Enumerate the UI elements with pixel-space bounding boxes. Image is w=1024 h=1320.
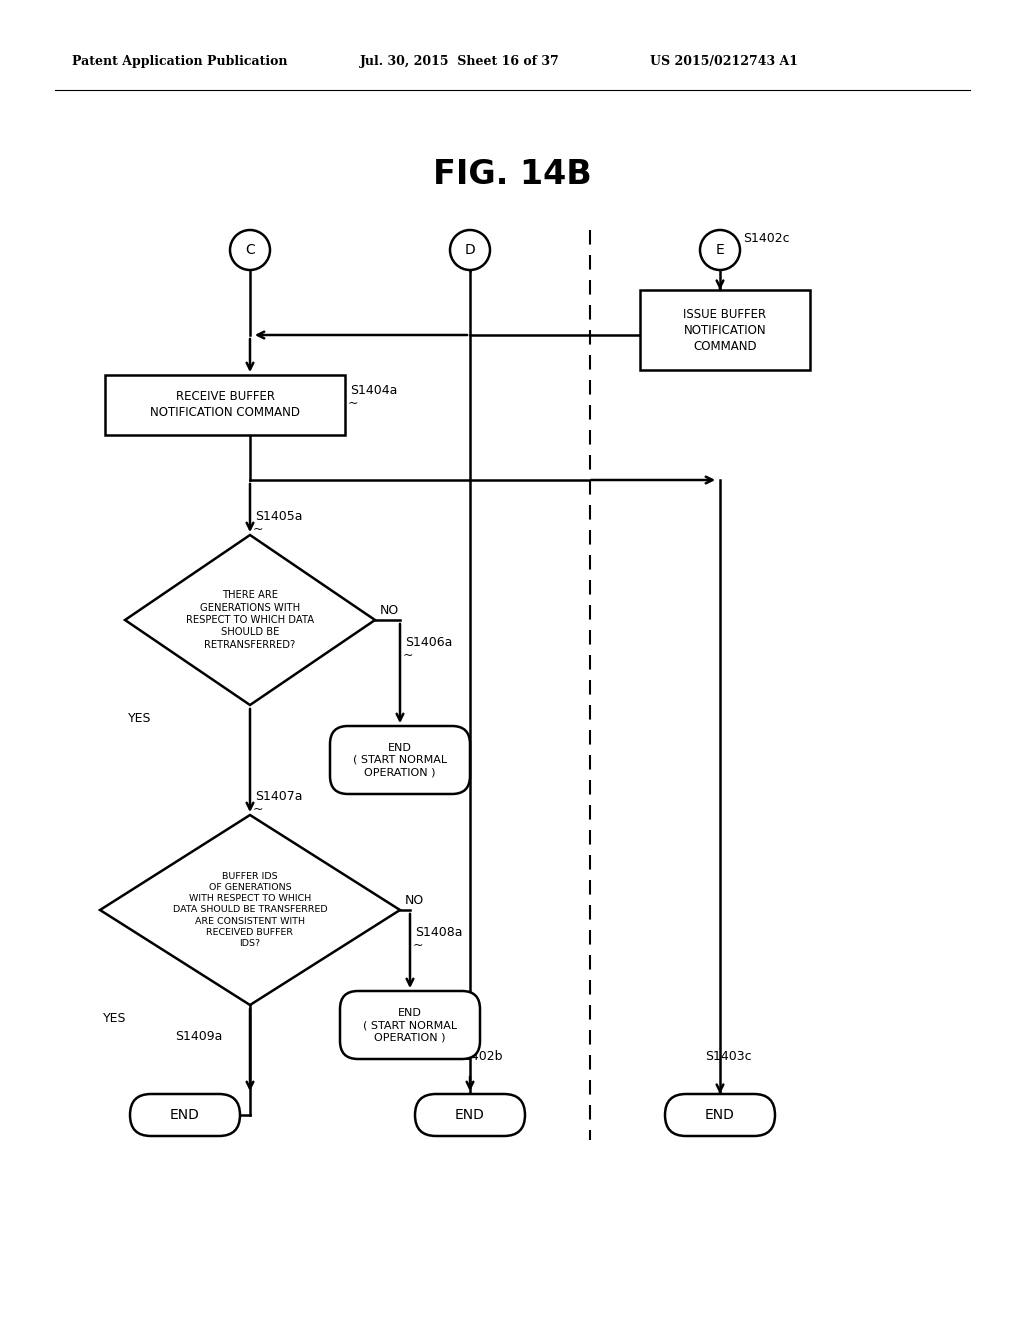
Text: END
( START NORMAL
OPERATION ): END ( START NORMAL OPERATION ) [362,1007,457,1043]
Text: D: D [465,243,475,257]
FancyBboxPatch shape [415,1094,525,1137]
FancyBboxPatch shape [330,726,470,795]
Text: ~: ~ [403,648,414,661]
Text: RECEIVE BUFFER
NOTIFICATION COMMAND: RECEIVE BUFFER NOTIFICATION COMMAND [150,391,300,420]
Text: US 2015/0212743 A1: US 2015/0212743 A1 [650,55,798,69]
FancyBboxPatch shape [105,375,345,436]
Text: YES: YES [128,713,152,726]
Text: ~: ~ [348,396,358,409]
Text: BUFFER IDS
OF GENERATIONS
WITH RESPECT TO WHICH
DATA SHOULD BE TRANSFERRED
ARE C: BUFFER IDS OF GENERATIONS WITH RESPECT T… [173,873,328,948]
Text: E: E [716,243,724,257]
Text: ~: ~ [253,803,263,816]
Text: S1408a: S1408a [415,925,463,939]
Text: Patent Application Publication: Patent Application Publication [72,55,288,69]
Text: Jul. 30, 2015  Sheet 16 of 37: Jul. 30, 2015 Sheet 16 of 37 [360,55,560,69]
Text: NO: NO [406,894,424,907]
Text: S1406a: S1406a [406,635,453,648]
Text: S1402b: S1402b [455,1049,503,1063]
Text: END: END [706,1107,735,1122]
Text: S1407a: S1407a [255,791,302,804]
Text: S1404a: S1404a [350,384,397,396]
Text: S1405a: S1405a [255,511,302,524]
Text: END: END [170,1107,200,1122]
Text: S1402c: S1402c [743,231,790,244]
FancyBboxPatch shape [130,1094,240,1137]
Text: ISSUE BUFFER
NOTIFICATION
COMMAND: ISSUE BUFFER NOTIFICATION COMMAND [683,308,767,352]
Text: S1403c: S1403c [705,1049,752,1063]
Text: C: C [245,243,255,257]
Text: S1409a: S1409a [175,1031,222,1044]
Text: NO: NO [380,603,399,616]
Text: YES: YES [103,1012,127,1026]
Text: END
( START NORMAL
OPERATION ): END ( START NORMAL OPERATION ) [353,743,447,777]
FancyBboxPatch shape [340,991,480,1059]
Text: ~: ~ [253,523,263,536]
Text: ~: ~ [413,939,424,952]
Text: THERE ARE
GENERATIONS WITH
RESPECT TO WHICH DATA
SHOULD BE
RETRANSFERRED?: THERE ARE GENERATIONS WITH RESPECT TO WH… [186,590,314,649]
Text: END: END [455,1107,485,1122]
Text: FIG. 14B: FIG. 14B [432,158,592,191]
FancyBboxPatch shape [640,290,810,370]
FancyBboxPatch shape [665,1094,775,1137]
